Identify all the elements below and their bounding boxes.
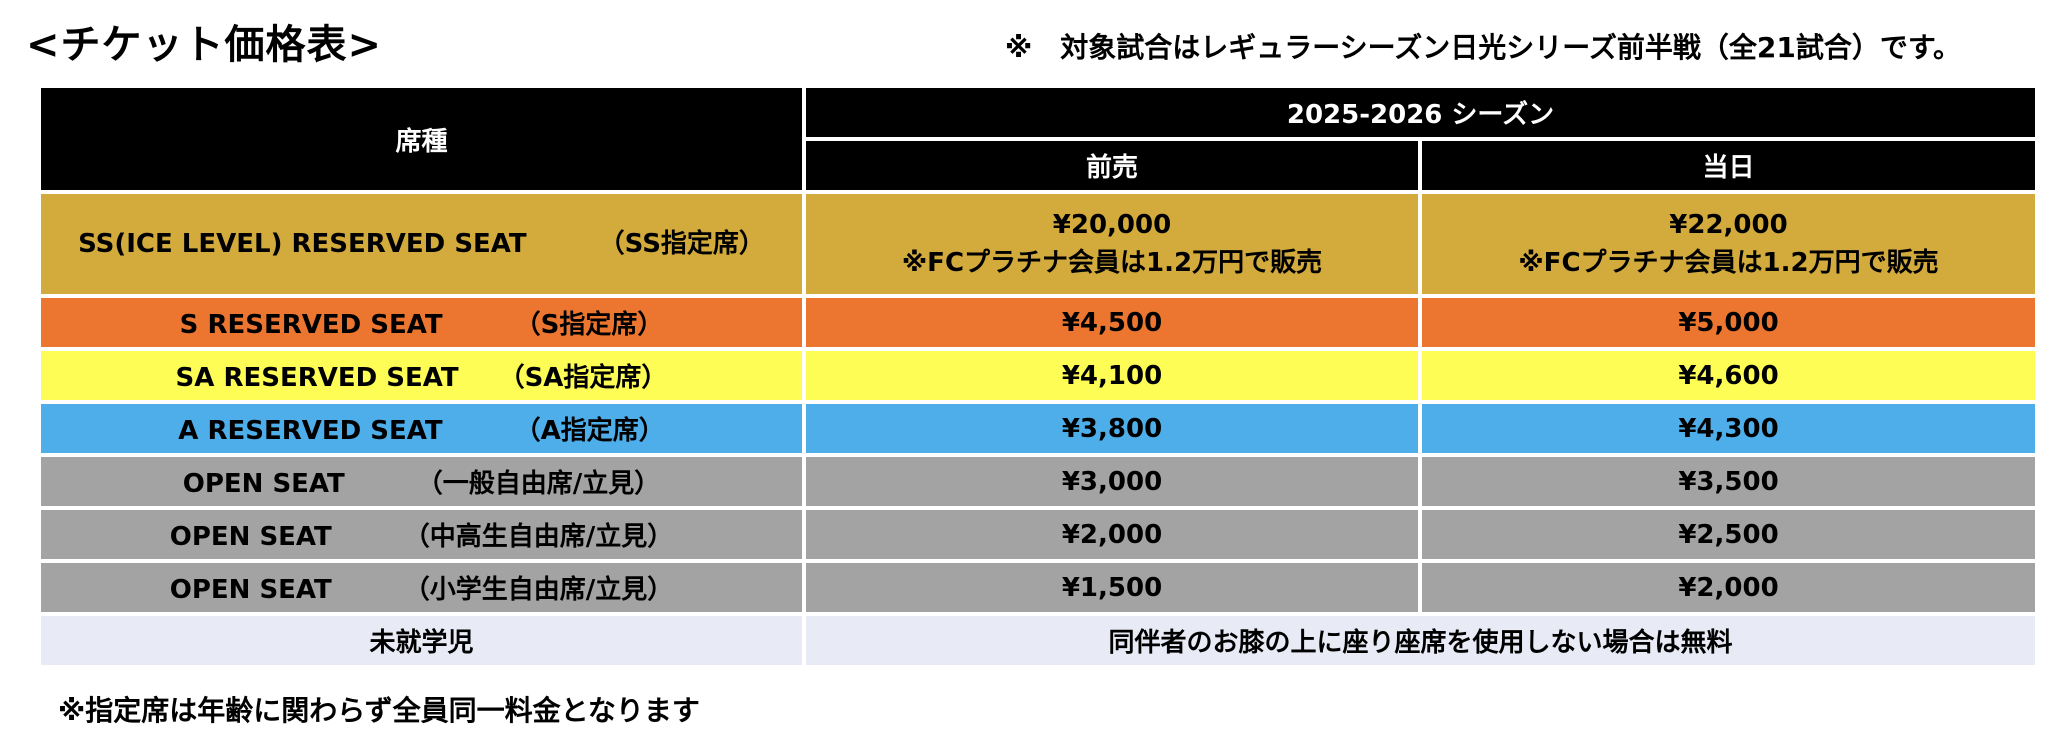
seat-type-cell: SS(ICE LEVEL) RESERVED SEAT （SS指定席）: [37, 190, 806, 298]
seat-name-jp: （小学生自由席/立見）: [403, 575, 674, 605]
seat-name-jp: （SA指定席）: [498, 363, 668, 393]
seat-type-cell: OPEN SEAT （小学生自由席/立見）: [37, 559, 806, 616]
preschool-label: 未就学児: [37, 612, 806, 669]
seat-type-cell: OPEN SEAT （一般自由席/立見）: [37, 453, 806, 510]
header-season: 2025-2026 シーズン: [802, 84, 2039, 141]
advance-price-cell: ¥20,000 ※FCプラチナ会員は1.2万円で販売: [802, 190, 1422, 298]
header-advance: 前売: [802, 137, 1422, 194]
advance-member-note: ※FCプラチナ会員は1.2万円で販売: [901, 248, 1323, 278]
advance-price: ¥4,100: [802, 347, 1422, 404]
ticket-price-table: 席種 2025-2026 シーズン 前売 当日 SS(ICE LEVEL) RE…: [37, 84, 2039, 669]
advance-price: ¥3,800: [802, 400, 1422, 457]
scope-note: ※ 対象試合はレギュラーシーズン日光シリーズ前半戦（全21試合）です。: [1005, 31, 1962, 64]
table-row-open-high-school: OPEN SEAT （中高生自由席/立見） ¥2,000 ¥2,500: [37, 506, 2039, 563]
advance-price: ¥4,500: [802, 294, 1422, 351]
table-row-open-general: OPEN SEAT （一般自由席/立見） ¥3,000 ¥3,500: [37, 453, 2039, 510]
seat-name-jp: （一般自由席/立見）: [416, 469, 661, 499]
header-same-day: 当日: [1418, 137, 2039, 194]
seat-name-en: S RESERVED SEAT: [179, 310, 443, 340]
seat-type-cell: OPEN SEAT （中高生自由席/立見）: [37, 506, 806, 563]
seat-name-jp: （S指定席）: [514, 310, 664, 340]
seat-type-cell: SA RESERVED SEAT （SA指定席）: [37, 347, 806, 404]
advance-price: ¥2,000: [802, 506, 1422, 563]
table-row-open-elementary: OPEN SEAT （小学生自由席/立見） ¥1,500 ¥2,000: [37, 559, 2039, 616]
same-day-price: ¥4,600: [1418, 347, 2039, 404]
table-row-a-seat: A RESERVED SEAT （A指定席） ¥3,800 ¥4,300: [37, 400, 2039, 457]
same-day-price: ¥2,000: [1418, 559, 2039, 616]
preschool-free-note: 同伴者のお膝の上に座り座席を使用しない場合は無料: [802, 612, 2039, 669]
header-seat-type: 席種: [37, 84, 806, 194]
seat-name-en: OPEN SEAT: [169, 522, 332, 552]
seat-name-en: OPEN SEAT: [182, 469, 345, 499]
table-row-preschool: 未就学児 同伴者のお膝の上に座り座席を使用しない場合は無料: [37, 612, 2039, 669]
same-day-price: ¥3,500: [1418, 453, 2039, 510]
seat-type-cell: A RESERVED SEAT （A指定席）: [37, 400, 806, 457]
advance-price: ¥3,000: [802, 453, 1422, 510]
seat-name-jp: （A指定席）: [514, 416, 665, 446]
seat-name-en: SA RESERVED SEAT: [175, 363, 459, 393]
seat-name-jp: （中高生自由席/立見）: [403, 522, 674, 552]
advance-price: ¥1,500: [802, 559, 1422, 616]
same-day-price: ¥4,300: [1418, 400, 2039, 457]
reserved-seat-note: ※指定席は年齢に関わらず全員同一料金となります: [58, 694, 700, 727]
seat-name-en: SS(ICE LEVEL) RESERVED SEAT: [78, 229, 527, 259]
same-day-price-cell: ¥22,000 ※FCプラチナ会員は1.2万円で販売: [1418, 190, 2039, 298]
seat-name-en: OPEN SEAT: [169, 575, 332, 605]
seat-type-cell: S RESERVED SEAT （S指定席）: [37, 294, 806, 351]
seat-name-en: A RESERVED SEAT: [178, 416, 443, 446]
same-day-member-note: ※FCプラチナ会員は1.2万円で販売: [1518, 248, 1939, 278]
same-day-price: ¥2,500: [1418, 506, 2039, 563]
page-title: <チケット価格表>: [26, 22, 383, 68]
advance-price: ¥20,000: [1052, 210, 1172, 240]
table-row-sa-seat: SA RESERVED SEAT （SA指定席） ¥4,100 ¥4,600: [37, 347, 2039, 404]
same-day-price: ¥22,000: [1669, 210, 1788, 240]
table-row-s-seat: S RESERVED SEAT （S指定席） ¥4,500 ¥5,000: [37, 294, 2039, 351]
table-row-ss-seat: SS(ICE LEVEL) RESERVED SEAT （SS指定席） ¥20,0…: [37, 190, 2039, 298]
same-day-price: ¥5,000: [1418, 294, 2039, 351]
seat-name-jp: （SS指定席）: [598, 229, 765, 259]
